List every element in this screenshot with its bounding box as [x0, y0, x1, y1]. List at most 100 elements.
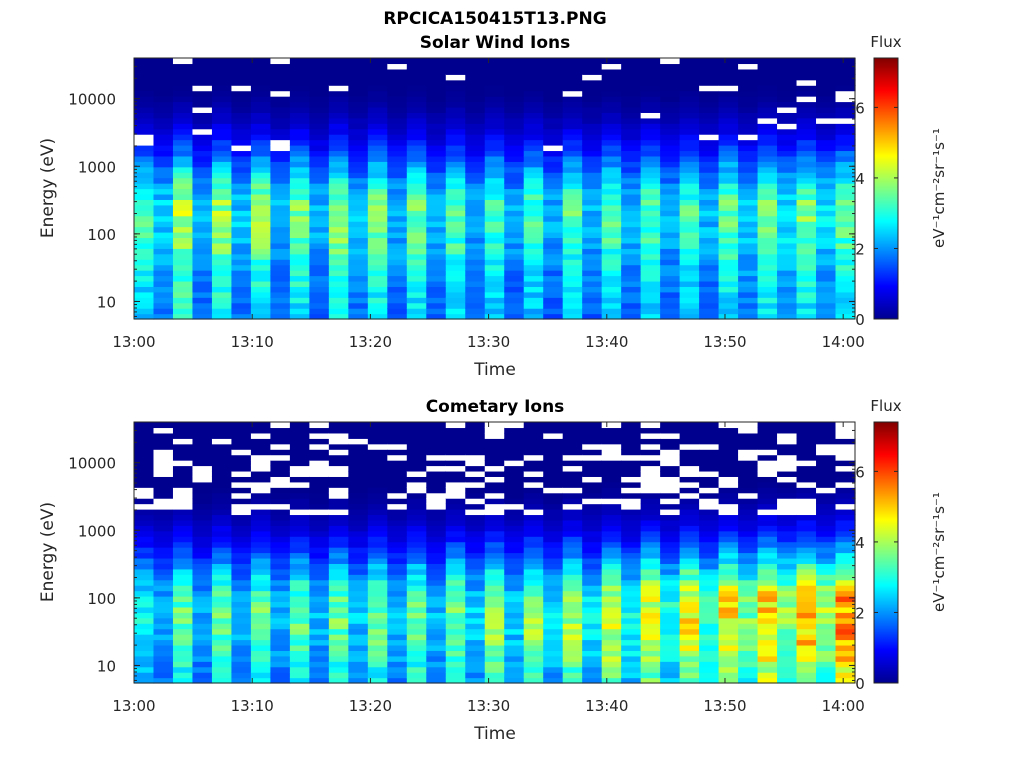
heatmap-cell	[562, 509, 583, 516]
heatmap-cell	[543, 106, 564, 113]
heatmap-cell	[172, 188, 194, 195]
heatmap-cell	[445, 509, 466, 516]
heatmap-cell	[796, 422, 817, 429]
heatmap-cell	[504, 166, 525, 173]
heatmap-cell	[387, 270, 408, 277]
heatmap-cell	[679, 90, 700, 97]
heatmap-cell	[387, 128, 408, 135]
heatmap-cell	[484, 438, 505, 445]
heatmap-cell	[777, 134, 798, 141]
heatmap-cell	[192, 248, 213, 255]
heatmap-cell	[153, 128, 174, 135]
heatmap-cell	[816, 63, 837, 70]
heatmap-cell	[211, 177, 233, 184]
heatmap-cell	[465, 503, 486, 510]
heatmap-cell	[484, 280, 505, 287]
heatmap-cell	[406, 454, 427, 461]
x-axis-label: Time	[473, 360, 516, 380]
heatmap-cell	[172, 476, 194, 483]
heatmap-cell	[699, 530, 720, 537]
heatmap-cell	[387, 568, 408, 575]
heatmap-cell	[523, 291, 544, 298]
heatmap-cell	[660, 498, 681, 505]
heatmap-cell	[816, 264, 837, 271]
heatmap-cells	[134, 422, 856, 684]
heatmap-cell	[465, 248, 486, 255]
heatmap-cell	[484, 503, 505, 510]
heatmap-cell	[523, 112, 544, 119]
heatmap-cell	[699, 270, 720, 277]
heatmap-cell	[757, 106, 778, 113]
heatmap-cell	[134, 242, 155, 249]
heatmap-cell	[777, 438, 798, 445]
heatmap-cell	[816, 481, 837, 488]
heatmap-cell	[660, 617, 681, 624]
heatmap-cell	[134, 117, 155, 124]
heatmap-cell	[445, 590, 466, 597]
heatmap-cell	[250, 150, 272, 157]
heatmap-cell	[679, 237, 700, 244]
heatmap-cell	[523, 248, 544, 255]
heatmap-cell	[270, 634, 291, 641]
heatmap-cell	[387, 74, 408, 81]
heatmap-cell	[621, 492, 642, 499]
heatmap-cell	[816, 617, 837, 624]
heatmap-cell	[738, 579, 759, 586]
heatmap-cell	[640, 134, 661, 141]
heatmap-cell	[562, 172, 583, 179]
heatmap-cell	[582, 650, 603, 657]
heatmap-cell	[718, 183, 739, 190]
heatmap-cell	[289, 579, 310, 586]
heatmap-cell	[134, 286, 155, 293]
heatmap-cell	[211, 183, 233, 190]
heatmap-cell	[309, 74, 330, 81]
heatmap-cell	[699, 427, 720, 434]
heatmap-cell	[465, 557, 486, 564]
heatmap-cell	[426, 302, 447, 309]
heatmap-cell	[582, 96, 603, 103]
heatmap-cell	[757, 460, 778, 467]
heatmap-cell	[757, 90, 778, 97]
heatmap-cell	[757, 481, 778, 488]
heatmap-cell	[289, 172, 310, 179]
heatmap-cell	[250, 460, 272, 467]
heatmap-cell	[250, 291, 272, 298]
heatmap-cell	[621, 574, 642, 581]
heatmap-cell	[406, 628, 427, 635]
heatmap-cell	[640, 487, 661, 494]
heatmap-cell	[718, 427, 739, 434]
heatmap-cell	[445, 96, 466, 103]
heatmap-cell	[250, 661, 272, 668]
y-tick-label: 10000	[68, 91, 116, 109]
heatmap-cell	[562, 248, 583, 255]
heatmap-cell	[484, 112, 505, 119]
heatmap-cell	[738, 313, 759, 320]
heatmap-cell	[777, 183, 798, 190]
heatmap-cell	[172, 585, 194, 592]
heatmap-cell	[270, 183, 291, 190]
heatmap-cell	[465, 666, 486, 673]
heatmap-cell	[172, 422, 194, 429]
heatmap-cell	[270, 96, 291, 103]
heatmap-cell	[679, 248, 700, 255]
heatmap-cell	[777, 579, 798, 586]
heatmap-cell	[660, 199, 681, 206]
heatmap-cell	[406, 155, 427, 162]
heatmap-cell	[796, 465, 817, 472]
heatmap-cell	[153, 204, 174, 211]
heatmap-cell	[134, 530, 155, 537]
heatmap-cell	[270, 476, 291, 483]
heatmap-cell	[718, 487, 739, 494]
heatmap-cell	[309, 568, 330, 575]
heatmap-cell	[348, 617, 369, 624]
heatmap-cell	[406, 232, 427, 239]
heatmap-cell	[250, 85, 272, 92]
heatmap-cell	[621, 530, 642, 537]
heatmap-cell	[621, 221, 642, 228]
heatmap-cell	[757, 226, 778, 233]
heatmap-cell	[289, 601, 310, 608]
heatmap-cell	[504, 438, 525, 445]
heatmap-cell	[309, 172, 330, 179]
heatmap-cell	[309, 161, 330, 168]
